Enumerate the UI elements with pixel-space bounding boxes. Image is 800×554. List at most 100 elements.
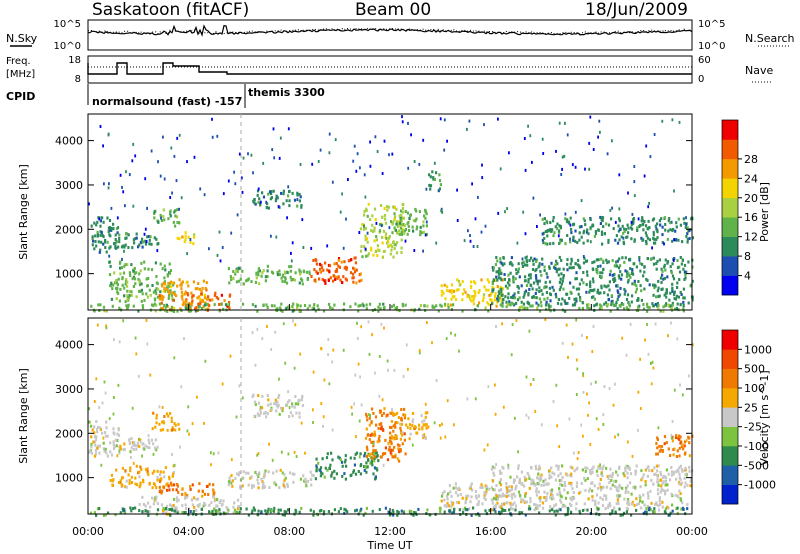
heatmap-cell xyxy=(682,304,685,307)
heatmap-cell xyxy=(241,302,245,306)
heatmap-cell xyxy=(678,489,681,493)
heatmap-cell xyxy=(663,442,666,446)
heatmap-cell xyxy=(618,257,621,261)
heatmap-cell xyxy=(662,488,665,492)
heatmap-cell xyxy=(611,483,614,487)
heatmap-cell xyxy=(517,262,520,266)
heatmap-cell xyxy=(411,412,415,415)
heatmap-cell xyxy=(156,508,160,512)
heatmap-cell xyxy=(622,511,626,515)
heatmap-cell xyxy=(579,295,582,299)
heatmap-cell xyxy=(671,274,675,278)
heatmap-cell xyxy=(450,500,453,504)
heatmap-cell xyxy=(155,421,158,425)
heatmap-cell xyxy=(175,510,178,514)
heatmap-cell xyxy=(200,292,203,296)
heatmap-cell xyxy=(146,206,148,210)
heatmap-cell xyxy=(690,477,693,481)
heatmap-cell xyxy=(118,449,121,453)
heatmap-cell xyxy=(437,309,440,313)
heatmap-cell xyxy=(418,162,421,166)
heatmap-cell xyxy=(490,302,494,306)
heatmap-cell xyxy=(392,240,395,244)
heatmap-cell xyxy=(196,287,199,291)
heatmap-cell xyxy=(162,281,165,285)
heatmap-cell xyxy=(192,294,195,298)
heatmap-cell xyxy=(395,306,399,309)
heatmap-cell xyxy=(91,428,94,432)
heatmap-cell xyxy=(594,230,597,233)
heatmap-cell xyxy=(466,397,469,401)
heatmap-cell xyxy=(646,323,648,326)
heatmap-cell xyxy=(533,257,536,261)
heatmap-cell xyxy=(258,282,261,286)
heatmap-cell xyxy=(294,395,297,398)
heatmap-cell xyxy=(311,162,314,166)
heatmap-cell xyxy=(629,322,632,326)
heatmap-cell xyxy=(93,435,97,439)
heatmap-cell xyxy=(685,473,688,477)
heatmap-cell xyxy=(189,305,192,309)
heatmap-cell xyxy=(418,210,421,214)
heatmap-cell xyxy=(584,478,587,482)
heatmap-cell xyxy=(538,262,541,266)
heatmap-cell xyxy=(385,414,388,418)
heatmap-cell xyxy=(626,476,629,480)
heatmap-cell xyxy=(364,234,367,238)
heatmap-cell xyxy=(331,180,334,184)
heatmap-cell xyxy=(628,304,631,308)
heatmap-cell xyxy=(196,395,198,399)
heatmap-cell xyxy=(363,465,366,469)
heatmap-cell xyxy=(380,422,383,426)
heatmap-cell xyxy=(457,486,461,490)
heatmap-cell xyxy=(91,236,94,240)
heatmap-cell xyxy=(391,436,394,440)
heatmap-cell xyxy=(324,466,327,470)
heatmap-cell xyxy=(450,303,453,307)
heatmap-cell xyxy=(155,275,158,278)
heatmap-cell xyxy=(184,491,187,495)
heatmap-cell xyxy=(658,497,661,501)
heatmap-cell xyxy=(170,305,173,309)
heatmap-cell xyxy=(154,496,157,500)
heatmap-cell xyxy=(291,241,294,245)
heatmap-cell xyxy=(656,438,659,442)
heatmap-cell xyxy=(343,472,346,476)
heatmap-cell xyxy=(138,437,141,441)
heatmap-cell xyxy=(636,503,639,507)
heatmap-cell xyxy=(570,259,573,263)
heatmap-cell xyxy=(319,466,323,470)
heatmap-cell xyxy=(102,447,105,451)
heatmap-cell xyxy=(179,445,181,449)
heatmap-cell xyxy=(300,506,303,510)
heatmap-cell xyxy=(392,513,395,517)
heatmap-cell xyxy=(663,293,666,297)
heatmap-cell xyxy=(637,428,639,432)
heatmap-cell xyxy=(171,291,174,295)
heatmap-cell xyxy=(148,481,151,485)
heatmap-cell xyxy=(154,309,157,313)
heatmap-cell xyxy=(666,275,669,279)
heatmap-cell xyxy=(155,292,158,296)
heatmap-cell xyxy=(135,464,138,468)
heatmap-cell xyxy=(558,224,561,228)
heatmap-cell xyxy=(566,234,569,237)
heatmap-cell xyxy=(683,263,687,267)
heatmap-cell xyxy=(384,452,387,456)
heatmap-cell xyxy=(110,473,113,477)
heatmap-cell xyxy=(606,261,609,265)
heatmap-cell xyxy=(458,349,460,353)
heatmap-cell xyxy=(301,282,304,286)
colorbar-swatch xyxy=(722,330,738,350)
heatmap-cell xyxy=(563,299,566,303)
heatmap-cell xyxy=(645,144,648,148)
heatmap-cell xyxy=(679,256,682,259)
heatmap-cell xyxy=(671,509,674,513)
heatmap-cell xyxy=(439,117,442,121)
heatmap-cell xyxy=(99,230,102,234)
heatmap-cell xyxy=(413,425,417,429)
heatmap-cell xyxy=(358,419,361,423)
heatmap-cell xyxy=(470,280,473,284)
heatmap-cell xyxy=(396,509,399,513)
heatmap-cell xyxy=(199,297,202,301)
